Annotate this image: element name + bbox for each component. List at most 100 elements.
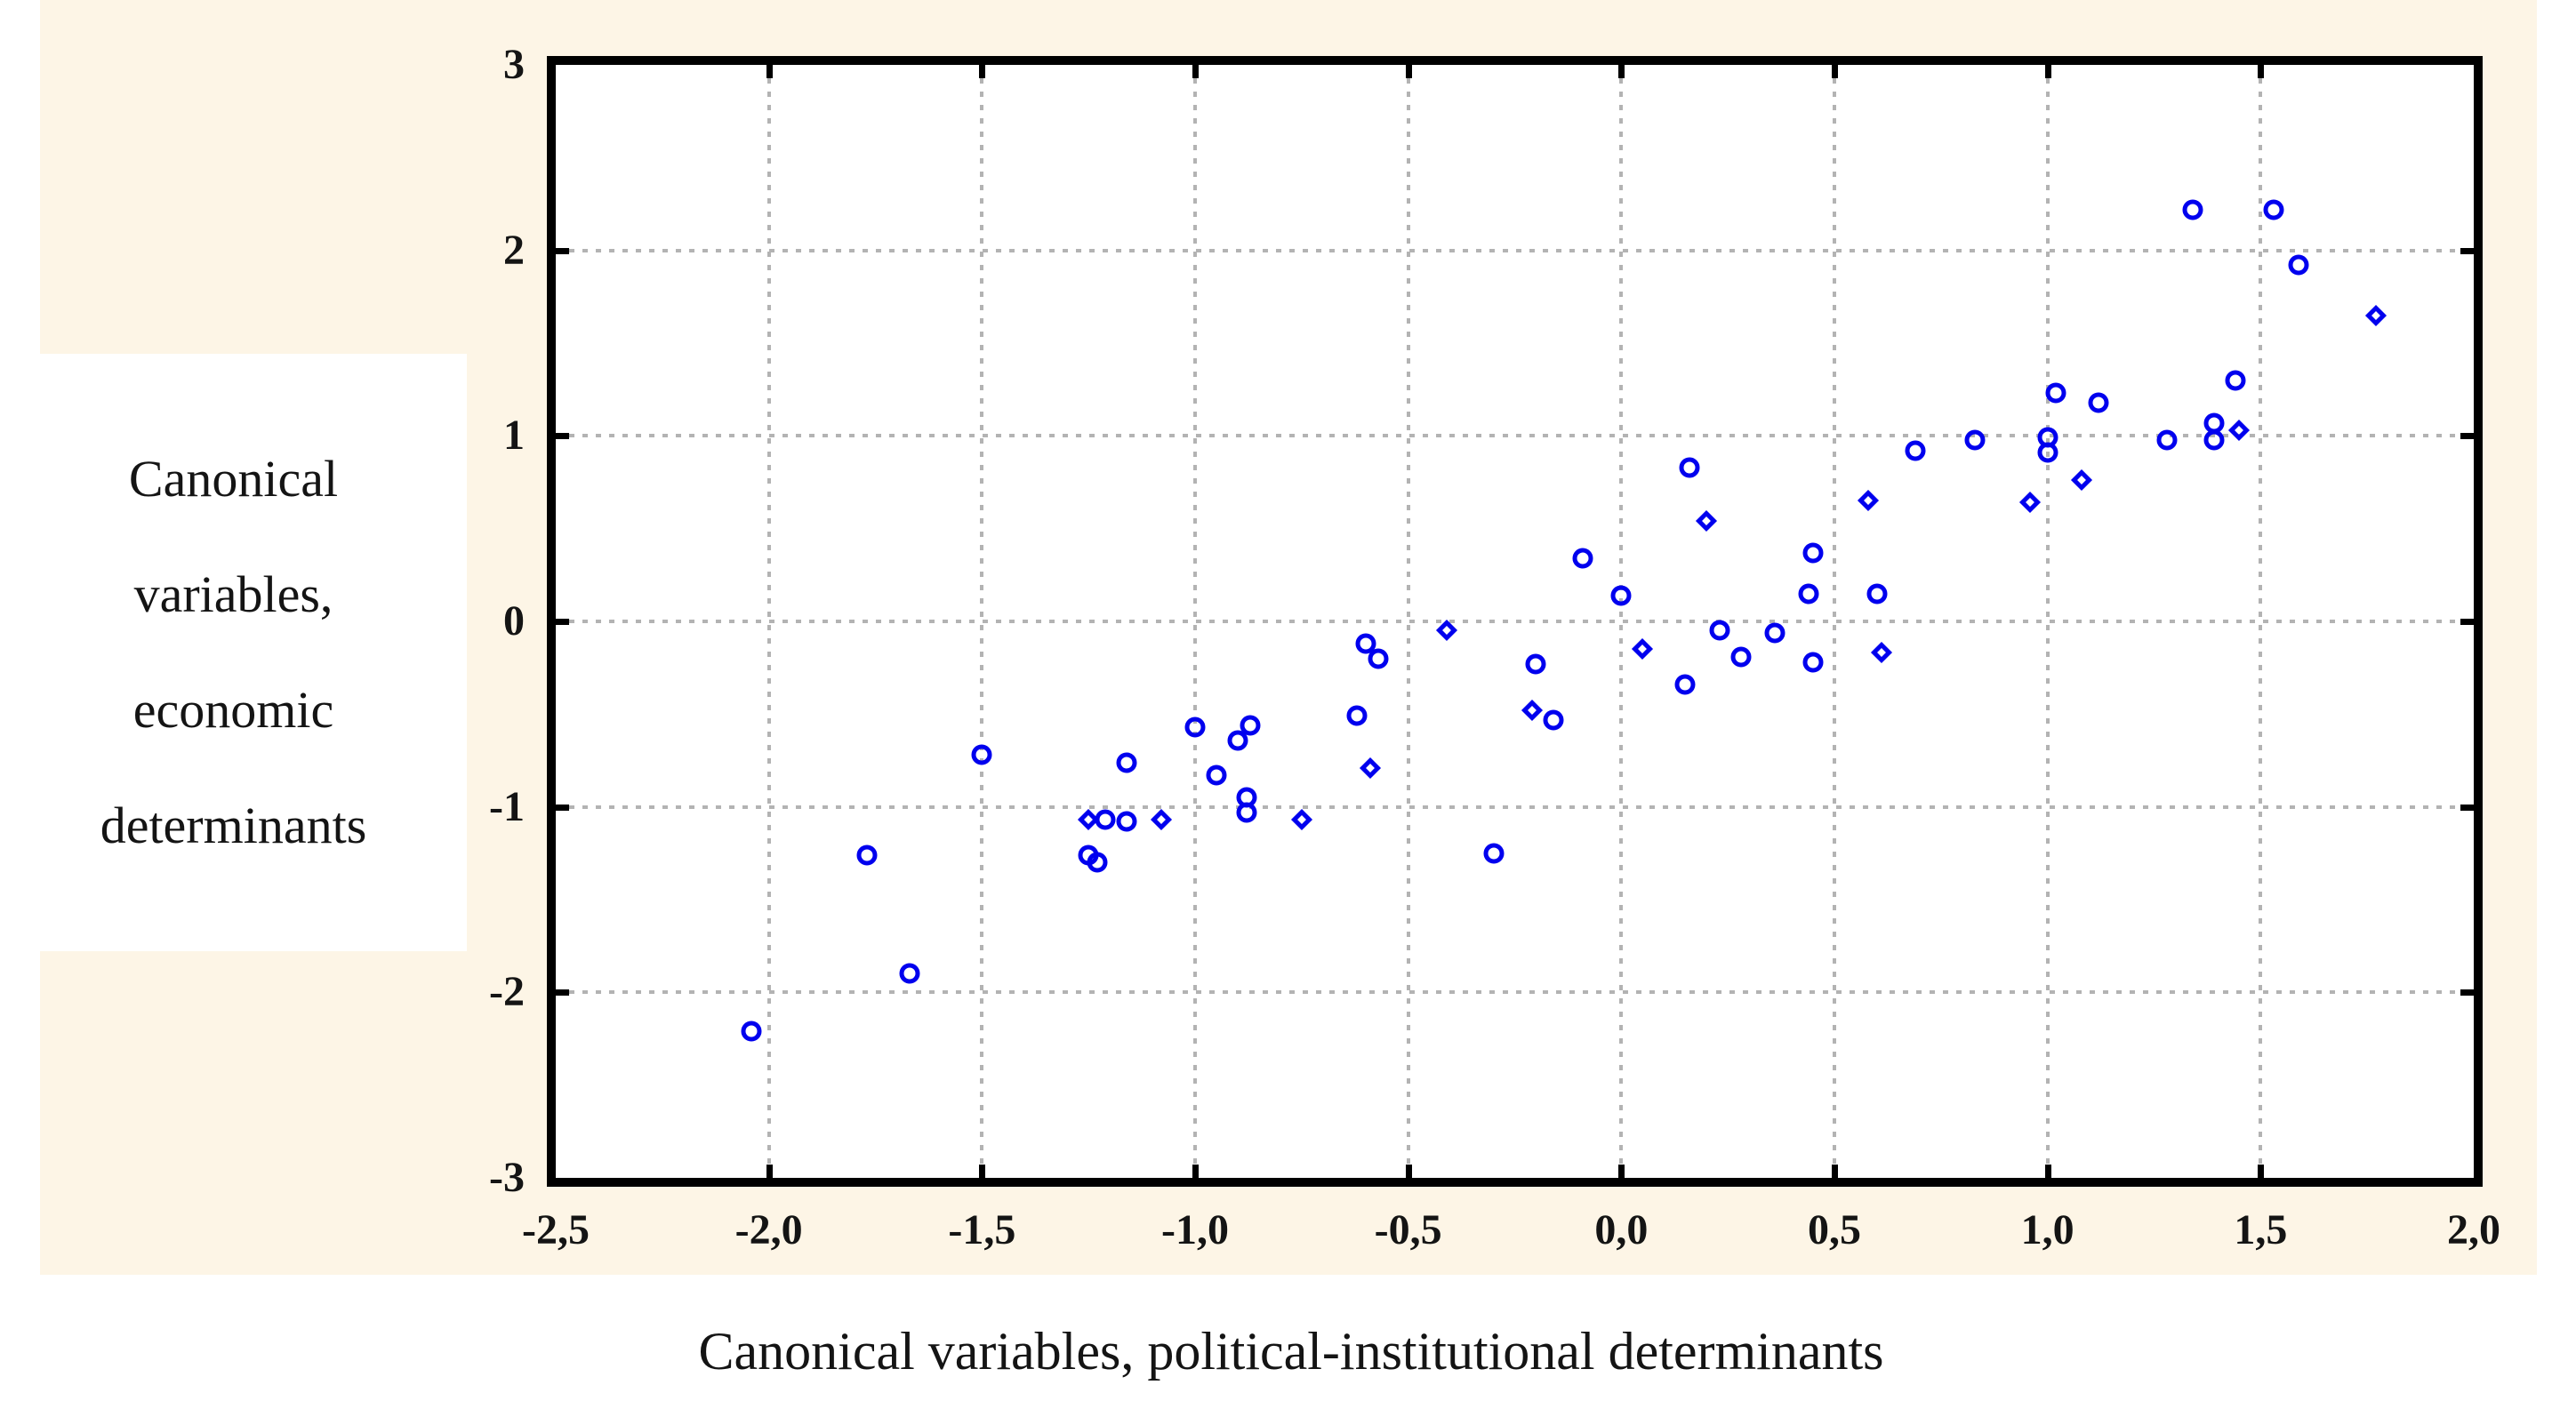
x-axis-tick (1618, 65, 1625, 78)
data-point-circle (1802, 542, 1824, 564)
data-point-circle (1184, 717, 1206, 738)
x-axis-tick (1405, 65, 1412, 78)
data-point-circle (1116, 811, 1137, 832)
h-gridline (556, 248, 2474, 252)
y-axis-tick (556, 433, 569, 440)
data-point-circle (741, 1021, 762, 1042)
data-point-circle (1764, 622, 1786, 644)
data-point-circle (856, 845, 878, 866)
data-point-circle (2037, 442, 2058, 463)
data-point-diamond (2070, 469, 2093, 492)
data-point-circle (2045, 382, 2066, 404)
data-point-circle (1802, 652, 1824, 673)
data-point-diamond (1521, 700, 1543, 722)
data-point-circle (1368, 648, 1389, 669)
data-point-circle (1116, 752, 1137, 773)
data-point-circle (2225, 370, 2246, 391)
y-axis-tick (556, 804, 569, 811)
x-tick-label: 1,0 (2020, 1206, 2074, 1253)
y-axis-title-line: economic (132, 681, 334, 739)
data-point-diamond (2228, 420, 2251, 442)
data-point-circle (1227, 730, 1248, 751)
y-axis-tick (2460, 804, 2474, 811)
y-axis-tick (2460, 433, 2474, 440)
y-tick-label: -3 (489, 1154, 525, 1201)
data-point-circle (1730, 646, 1752, 668)
data-point-circle (1610, 585, 1632, 606)
data-point-circle (1798, 583, 1819, 604)
data-point-circle (1355, 633, 1376, 654)
h-gridline (556, 620, 2474, 623)
data-point-circle (971, 744, 992, 765)
x-axis-tick (2044, 1165, 2051, 1178)
data-point-circle (1240, 715, 1261, 736)
y-axis-tick (2460, 247, 2474, 254)
data-point-circle (2156, 429, 2178, 450)
plot-area (556, 65, 2474, 1178)
y-axis-title-line: Canonical (128, 450, 339, 508)
data-point-circle (1572, 548, 1593, 569)
y-axis-title-line: variables, (133, 565, 333, 623)
y-tick-label: 2 (503, 226, 525, 274)
data-point-circle (1236, 802, 1257, 823)
x-axis-tick (2044, 65, 2051, 78)
data-point-diamond (1435, 620, 1457, 642)
data-point-circle (1483, 843, 1505, 864)
data-point-circle (1095, 809, 1116, 830)
data-point-circle (1709, 620, 1730, 641)
data-point-circle (2288, 254, 2309, 276)
x-tick-label: -1,5 (948, 1206, 1016, 1253)
x-tick-label: 0,5 (1808, 1206, 1861, 1253)
data-point-circle (1346, 705, 1368, 726)
data-point-circle (1525, 653, 1546, 675)
h-gridline (556, 805, 2474, 809)
x-tick-label: -2,5 (522, 1206, 590, 1253)
x-tick-label: 2,0 (2447, 1206, 2500, 1253)
x-axis-tick (766, 65, 773, 78)
y-tick-label: -1 (489, 782, 525, 830)
x-tick-label: 1,5 (2234, 1206, 2288, 1253)
data-point-diamond (2019, 492, 2042, 514)
data-point-circle (1679, 457, 1700, 478)
y-axis-tick (556, 989, 569, 997)
x-axis-tick (1192, 65, 1199, 78)
y-tick-label: 3 (503, 41, 525, 88)
y-axis-tick (2460, 619, 2474, 625)
y-axis-title-line: determinants (100, 797, 367, 854)
data-point-circle (1866, 583, 1888, 604)
x-axis-tick (1405, 1165, 1412, 1178)
data-point-circle (899, 963, 920, 984)
data-point-circle (1206, 765, 1227, 786)
x-tick-label: -0,5 (1374, 1206, 1442, 1253)
data-point-circle (2182, 199, 2203, 220)
x-tick-label: -1,0 (1161, 1206, 1229, 1253)
x-axis-tick (766, 1165, 773, 1178)
y-tick-label: 1 (503, 412, 525, 460)
y-axis-tick (2460, 989, 2474, 997)
y-axis-tick (556, 247, 569, 254)
x-axis-tick (979, 65, 986, 78)
x-axis-title: Canonical variables, political-instituti… (698, 1322, 1884, 1381)
data-point-circle (2203, 429, 2225, 450)
x-axis-tick (1192, 1165, 1199, 1178)
x-tick-label: 0,0 (1594, 1206, 1649, 1253)
y-axis-tick (556, 619, 569, 625)
data-point-diamond (1290, 809, 1312, 831)
y-tick-label: 0 (503, 597, 525, 644)
h-gridline (556, 990, 2474, 995)
x-axis-tick (2258, 65, 2265, 78)
data-point-diamond (1632, 638, 1654, 660)
x-axis-tick (1832, 65, 1838, 78)
h-gridline (556, 434, 2474, 438)
data-point-circle (1905, 440, 1926, 461)
data-point-diamond (1359, 757, 1381, 779)
data-point-diamond (1858, 490, 1880, 512)
x-tick-label: -2,0 (734, 1206, 803, 1253)
y-tick-label: -2 (489, 968, 525, 1016)
data-point-circle (2088, 392, 2109, 413)
x-axis-tick (1618, 1165, 1625, 1178)
x-axis-tick (2258, 1165, 2265, 1178)
x-axis-tick (1832, 1165, 1838, 1178)
data-point-diamond (1078, 809, 1100, 831)
